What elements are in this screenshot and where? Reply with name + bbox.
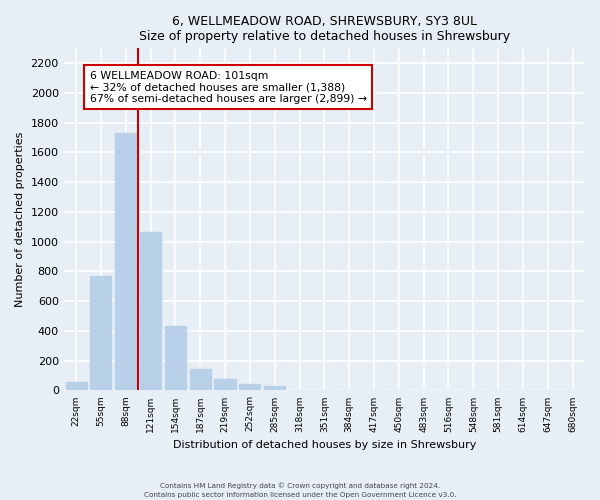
Bar <box>65 382 86 390</box>
Y-axis label: Number of detached properties: Number of detached properties <box>15 132 25 307</box>
Text: Contains HM Land Registry data © Crown copyright and database right 2024.
Contai: Contains HM Land Registry data © Crown c… <box>144 482 456 498</box>
Bar <box>239 384 260 390</box>
Bar <box>91 276 112 390</box>
Title: 6, WELLMEADOW ROAD, SHREWSBURY, SY3 8UL
Size of property relative to detached ho: 6, WELLMEADOW ROAD, SHREWSBURY, SY3 8UL … <box>139 15 510 43</box>
X-axis label: Distribution of detached houses by size in Shrewsbury: Distribution of detached houses by size … <box>173 440 476 450</box>
Bar <box>115 133 136 390</box>
Bar <box>140 232 161 390</box>
Bar <box>190 369 211 390</box>
Bar <box>214 378 236 390</box>
Bar <box>264 386 285 390</box>
Text: 6 WELLMEADOW ROAD: 101sqm
← 32% of detached houses are smaller (1,388)
67% of se: 6 WELLMEADOW ROAD: 101sqm ← 32% of detac… <box>90 70 367 104</box>
Bar <box>165 326 186 390</box>
